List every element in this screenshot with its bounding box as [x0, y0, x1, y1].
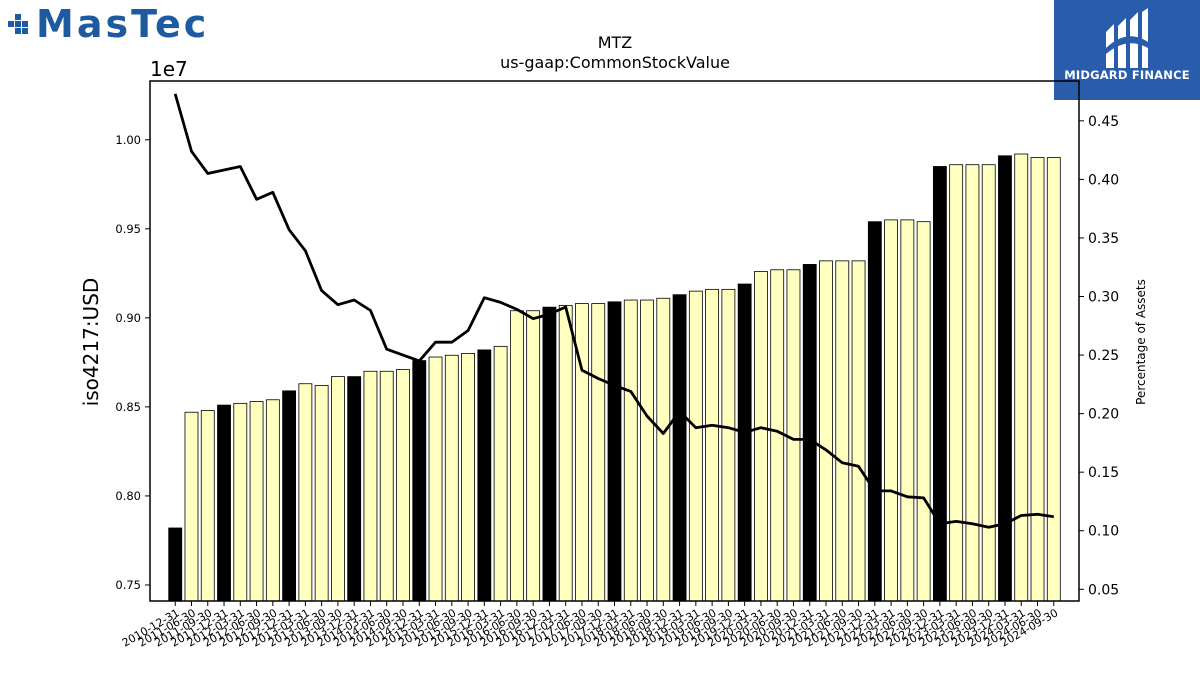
bar — [656, 297, 671, 602]
y-tick-label: 0.75 — [115, 578, 141, 592]
chart-title: MTZ — [598, 33, 633, 52]
bar — [1046, 157, 1061, 602]
bar — [607, 301, 622, 602]
midgard-caption: MIDGARD FINANCE — [1064, 68, 1190, 82]
bar — [672, 294, 687, 602]
bar — [249, 401, 264, 602]
mastec-logo-mark-icon — [8, 12, 32, 36]
bar — [558, 304, 573, 602]
bar — [347, 376, 362, 602]
bar — [379, 370, 394, 602]
bar — [998, 155, 1012, 602]
y-tick-label: 0.85 — [115, 400, 141, 414]
y-tick-label: 1.00 — [115, 133, 141, 147]
bar — [265, 399, 280, 602]
bar — [331, 376, 345, 602]
bar — [965, 164, 980, 602]
bar — [900, 219, 915, 602]
bar — [298, 383, 313, 602]
bar — [688, 290, 703, 602]
bar — [444, 354, 459, 602]
bar — [932, 166, 947, 602]
bar — [184, 411, 199, 602]
mastec-wordmark: MasTec — [36, 2, 210, 46]
bar — [1014, 153, 1029, 602]
y2-tick-label: 0.25 — [1088, 348, 1119, 364]
bar — [770, 269, 785, 602]
y2-tick-label: 0.45 — [1088, 114, 1119, 130]
bar — [363, 370, 378, 602]
mastec-logo: MasTec — [8, 4, 209, 44]
y-tick-label: 0.80 — [115, 489, 141, 503]
y-axis-label: iso4217:USD — [79, 278, 103, 407]
bar — [623, 299, 638, 602]
y2-tick-label: 0.10 — [1088, 524, 1119, 540]
midgard-emblem-icon — [1106, 8, 1148, 68]
bar — [493, 345, 508, 602]
y2-tick-label: 0.20 — [1088, 407, 1119, 423]
bar — [591, 303, 606, 602]
bar — [819, 260, 833, 602]
bar — [526, 310, 541, 602]
chart-subtitle: us-gaap:CommonStockValue — [500, 53, 730, 72]
bar — [916, 221, 931, 602]
y2-tick-label: 0.30 — [1088, 289, 1119, 305]
bar — [217, 404, 231, 602]
bar — [509, 310, 524, 602]
bar — [851, 260, 866, 602]
bar — [428, 356, 443, 602]
y2-tick-label: 0.40 — [1088, 172, 1119, 188]
bar — [721, 288, 736, 602]
bar — [640, 299, 654, 602]
bar — [884, 219, 898, 602]
bar — [168, 527, 183, 602]
midgard-finance-logo: MIDGARD FINANCE — [1054, 0, 1200, 100]
bar — [705, 288, 720, 602]
bar — [737, 283, 752, 602]
bar — [802, 264, 817, 602]
y2-tick-label: 0.05 — [1088, 582, 1119, 598]
bar — [949, 164, 964, 602]
y-multiplier-label: 1e7 — [150, 57, 188, 81]
bar — [477, 349, 492, 602]
bar — [200, 410, 215, 602]
bar — [754, 271, 768, 602]
bar — [835, 260, 850, 602]
y2-tick-label: 0.15 — [1088, 465, 1119, 481]
bar — [1030, 157, 1045, 602]
bar — [867, 221, 882, 602]
bar — [314, 385, 329, 602]
bar — [282, 390, 297, 602]
y-tick-label: 0.95 — [115, 222, 141, 236]
plot-frame — [149, 80, 1080, 602]
bar — [542, 306, 557, 602]
bar — [461, 353, 475, 602]
percentage-line — [173, 93, 1055, 529]
bar — [233, 402, 248, 602]
bar — [396, 369, 410, 602]
bar — [981, 164, 996, 602]
y2-tick-label: 0.35 — [1088, 231, 1119, 247]
y-tick-label: 0.90 — [115, 311, 141, 325]
y2-axis-label: Percentage of Assets — [1134, 279, 1148, 405]
bar — [786, 269, 801, 602]
bar — [412, 360, 427, 602]
